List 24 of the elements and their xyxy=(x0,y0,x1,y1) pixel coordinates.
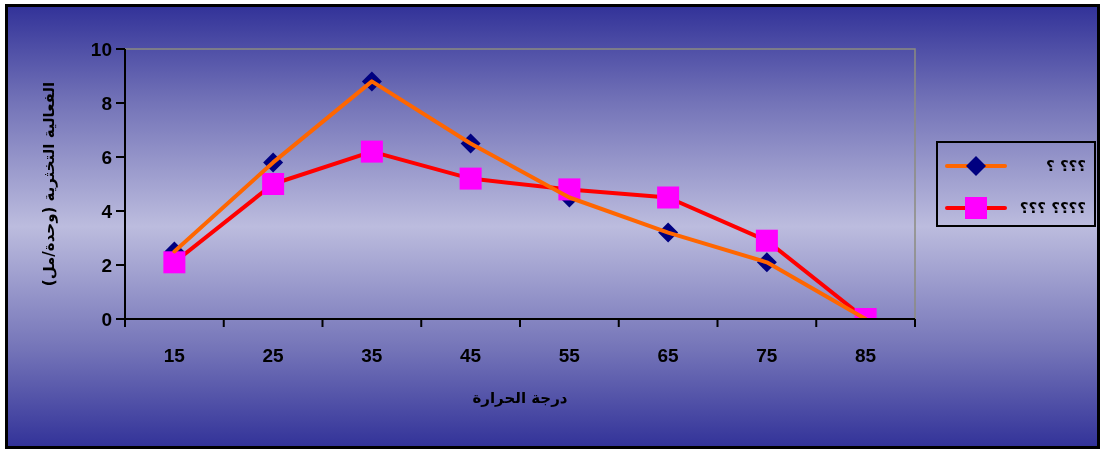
y-axis-title: الفعالية التخثرية (وحدة/مل) xyxy=(40,81,58,287)
legend-label: ؟؟؟؟ ؟؟؟ xyxy=(1019,198,1086,218)
x-tick-label: 15 xyxy=(163,344,186,366)
x-axis-title: درجة الحرارة xyxy=(472,389,568,407)
x-tick-label: 65 xyxy=(657,344,680,366)
y-tick-label: 10 xyxy=(90,38,112,60)
y-tick-label: 0 xyxy=(101,308,112,330)
point xyxy=(657,186,680,209)
x-tick-label: 25 xyxy=(262,344,285,366)
x-tick-label: 55 xyxy=(558,344,581,366)
point xyxy=(755,229,778,252)
y-tick-label: 8 xyxy=(101,92,112,114)
x-tick-label: 75 xyxy=(756,344,778,366)
point xyxy=(262,173,285,195)
y-tick-label: 2 xyxy=(101,254,112,276)
point xyxy=(360,140,383,163)
y-tick-label: 4 xyxy=(101,200,113,222)
x-tick-label: 35 xyxy=(361,344,383,366)
point xyxy=(459,167,482,190)
x-tick-label: 45 xyxy=(460,344,482,366)
y-tick-label: 6 xyxy=(101,146,112,168)
text: ؟؟؟ ؟ xyxy=(1045,156,1086,176)
point xyxy=(163,251,186,274)
x-tick-label: 85 xyxy=(855,344,877,366)
